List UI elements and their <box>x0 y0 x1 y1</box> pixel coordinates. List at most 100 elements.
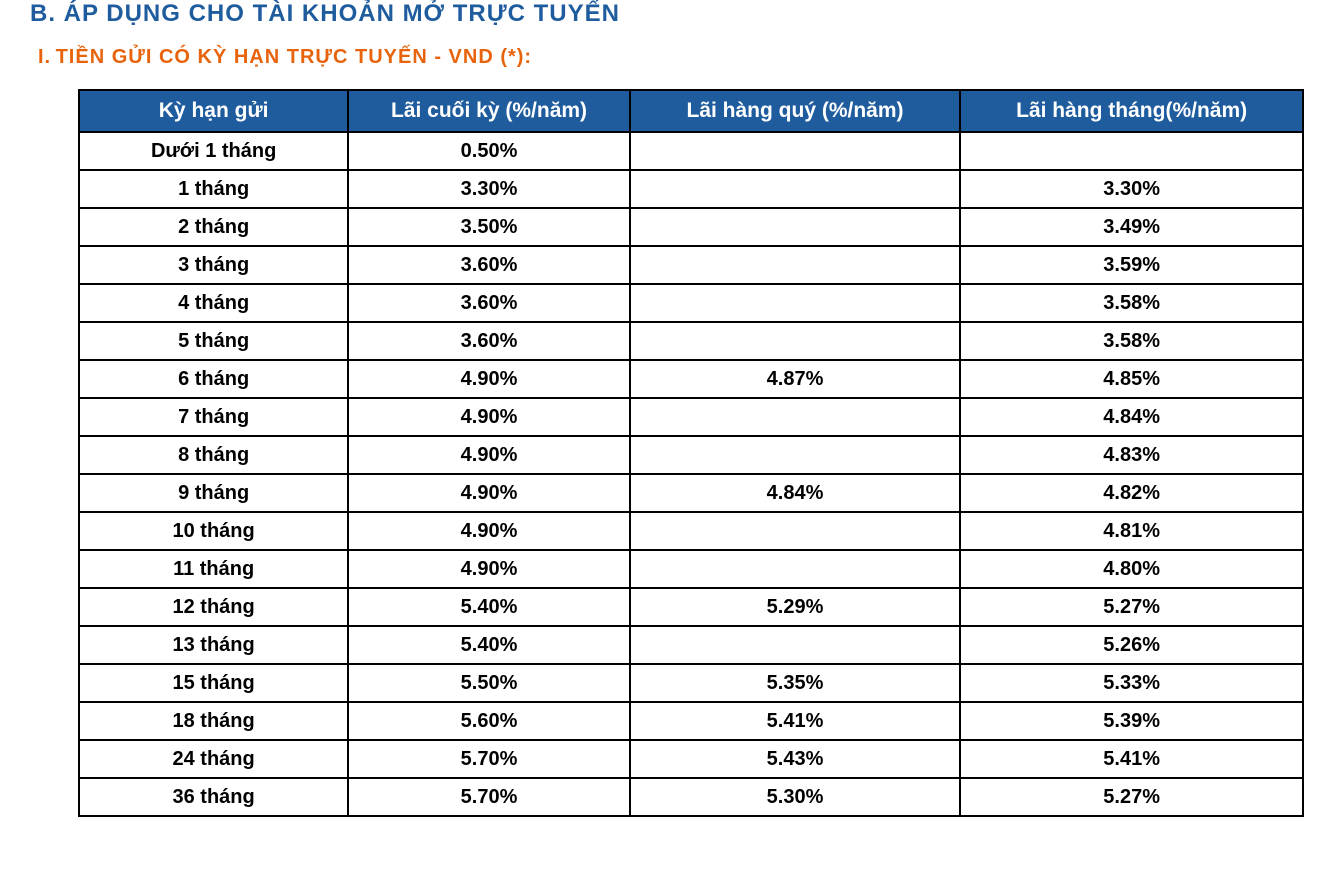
table-cell-monthly: 3.30% <box>960 170 1303 208</box>
table-row: 4 tháng3.60% 3.58% <box>79 284 1303 322</box>
table-cell-quarterly <box>630 512 960 550</box>
table-cell-end: 4.90% <box>348 436 630 474</box>
table-row: 15 tháng5.50%5.35%5.33% <box>79 664 1303 702</box>
table-row: 11 tháng4.90% 4.80% <box>79 550 1303 588</box>
table-cell-monthly: 4.80% <box>960 550 1303 588</box>
table-cell-end: 4.90% <box>348 550 630 588</box>
table-cell-quarterly: 5.29% <box>630 588 960 626</box>
subsection-i-heading-wrapper: I. TIỀN GỬI CÓ KỲ HẠN TRỰC TUYẾN - VND (… <box>0 38 1344 89</box>
table-cell-term: 6 tháng <box>79 360 348 398</box>
table-cell-end: 3.60% <box>348 246 630 284</box>
table-row: 3 tháng3.60% 3.59% <box>79 246 1303 284</box>
table-cell-end: 5.40% <box>348 626 630 664</box>
table-cell-monthly: 4.81% <box>960 512 1303 550</box>
table-row: 24 tháng5.70%5.43%5.41% <box>79 740 1303 778</box>
table-cell-monthly <box>960 132 1303 170</box>
table-body: Dưới 1 tháng0.50%1 tháng3.30%3.30%2 thán… <box>79 132 1303 816</box>
table-cell-quarterly: 5.35% <box>630 664 960 702</box>
table-cell-term: 10 tháng <box>79 512 348 550</box>
section-b-heading: B. ÁP DỤNG CHO TÀI KHOẢN MỞ TRỰC TUYẾN <box>0 0 1344 38</box>
table-row: 9 tháng4.90%4.84%4.82% <box>79 474 1303 512</box>
table-row: 10 tháng4.90% 4.81% <box>79 512 1303 550</box>
table-cell-quarterly <box>630 322 960 360</box>
table-cell-monthly: 3.59% <box>960 246 1303 284</box>
table-cell-monthly: 5.41% <box>960 740 1303 778</box>
table-header-cell: Lãi hàng quý (%/năm) <box>630 90 960 132</box>
table-cell-quarterly: 4.87% <box>630 360 960 398</box>
rate-table-wrapper: Kỳ hạn gửiLãi cuối kỳ (%/năm)Lãi hàng qu… <box>0 89 1344 837</box>
table-cell-end: 3.60% <box>348 322 630 360</box>
table-row: 7 tháng4.90% 4.84% <box>79 398 1303 436</box>
table-cell-monthly: 5.33% <box>960 664 1303 702</box>
table-cell-term: Dưới 1 tháng <box>79 132 348 170</box>
table-cell-term: 11 tháng <box>79 550 348 588</box>
table-cell-end: 3.60% <box>348 284 630 322</box>
subsection-i-prefix: I. <box>38 46 51 68</box>
table-cell-monthly: 5.27% <box>960 778 1303 816</box>
table-cell-quarterly <box>630 398 960 436</box>
table-cell-quarterly <box>630 208 960 246</box>
table-header-cell: Lãi hàng tháng(%/năm) <box>960 90 1303 132</box>
table-cell-monthly: 4.85% <box>960 360 1303 398</box>
table-cell-end: 4.90% <box>348 512 630 550</box>
table-cell-monthly: 5.39% <box>960 702 1303 740</box>
table-cell-quarterly: 5.41% <box>630 702 960 740</box>
table-cell-end: 4.90% <box>348 474 630 512</box>
table-row: 2 tháng3.50% 3.49% <box>79 208 1303 246</box>
table-header-row: Kỳ hạn gửiLãi cuối kỳ (%/năm)Lãi hàng qu… <box>79 90 1303 132</box>
table-cell-end: 5.40% <box>348 588 630 626</box>
table-cell-monthly: 5.27% <box>960 588 1303 626</box>
table-cell-term: 1 tháng <box>79 170 348 208</box>
table-cell-term: 9 tháng <box>79 474 348 512</box>
table-cell-term: 13 tháng <box>79 626 348 664</box>
table-cell-quarterly <box>630 436 960 474</box>
table-row: 12 tháng5.40%5.29%5.27% <box>79 588 1303 626</box>
table-cell-term: 8 tháng <box>79 436 348 474</box>
table-cell-monthly: 3.58% <box>960 284 1303 322</box>
table-row: 6 tháng4.90%4.87%4.85% <box>79 360 1303 398</box>
table-cell-monthly: 4.82% <box>960 474 1303 512</box>
table-cell-end: 0.50% <box>348 132 630 170</box>
table-cell-end: 5.70% <box>348 778 630 816</box>
table-cell-end: 3.30% <box>348 170 630 208</box>
table-cell-term: 18 tháng <box>79 702 348 740</box>
table-cell-monthly: 4.84% <box>960 398 1303 436</box>
table-cell-quarterly <box>630 132 960 170</box>
table-cell-term: 15 tháng <box>79 664 348 702</box>
table-cell-quarterly <box>630 284 960 322</box>
table-cell-end: 3.50% <box>348 208 630 246</box>
table-cell-monthly: 5.26% <box>960 626 1303 664</box>
table-cell-term: 2 tháng <box>79 208 348 246</box>
subsection-i-heading: TIỀN GỬI CÓ KỲ HẠN TRỰC TUYẾN - VND (*): <box>56 46 533 68</box>
table-cell-monthly: 4.83% <box>960 436 1303 474</box>
table-row: 36 tháng5.70%5.30%5.27% <box>79 778 1303 816</box>
table-cell-end: 5.70% <box>348 740 630 778</box>
table-row: 18 tháng5.60%5.41%5.39% <box>79 702 1303 740</box>
table-cell-end: 4.90% <box>348 360 630 398</box>
table-cell-term: 7 tháng <box>79 398 348 436</box>
table-cell-term: 12 tháng <box>79 588 348 626</box>
table-cell-end: 4.90% <box>348 398 630 436</box>
table-row: 1 tháng3.30%3.30% <box>79 170 1303 208</box>
table-cell-term: 3 tháng <box>79 246 348 284</box>
table-row: 5 tháng3.60% 3.58% <box>79 322 1303 360</box>
table-cell-quarterly: 4.84% <box>630 474 960 512</box>
table-cell-quarterly <box>630 626 960 664</box>
table-cell-quarterly <box>630 550 960 588</box>
table-cell-quarterly <box>630 170 960 208</box>
table-header-cell: Lãi cuối kỳ (%/năm) <box>348 90 630 132</box>
table-cell-term: 5 tháng <box>79 322 348 360</box>
table-cell-quarterly: 5.43% <box>630 740 960 778</box>
table-cell-term: 4 tháng <box>79 284 348 322</box>
table-cell-term: 36 tháng <box>79 778 348 816</box>
table-cell-quarterly: 5.30% <box>630 778 960 816</box>
table-cell-end: 5.60% <box>348 702 630 740</box>
table-cell-term: 24 tháng <box>79 740 348 778</box>
table-cell-quarterly <box>630 246 960 284</box>
table-cell-monthly: 3.58% <box>960 322 1303 360</box>
table-cell-monthly: 3.49% <box>960 208 1303 246</box>
table-header-cell: Kỳ hạn gửi <box>79 90 348 132</box>
table-row: Dưới 1 tháng0.50% <box>79 132 1303 170</box>
table-row: 13 tháng5.40% 5.26% <box>79 626 1303 664</box>
table-row: 8 tháng4.90% 4.83% <box>79 436 1303 474</box>
